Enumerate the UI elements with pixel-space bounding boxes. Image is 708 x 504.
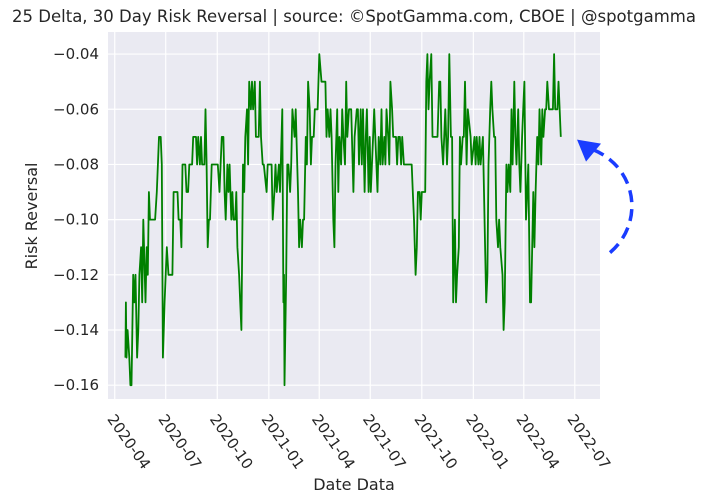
chart-title: 25 Delta, 30 Day Risk Reversal | source:… [12,7,696,26]
annotation-arrow [577,139,634,254]
y-tick-label: −0.14 [53,321,99,339]
series-layer [124,53,562,387]
y-tick-label: −0.08 [53,155,99,173]
grid-lines [108,32,600,399]
y-tick-labels: −0.04 −0.06 −0.08 −0.10 −0.12 −0.14 −0.16 [53,45,99,394]
y-tick-label: −0.16 [53,376,99,394]
x-axis-label: Date Data [313,475,395,494]
y-tick-label: −0.12 [53,266,99,284]
y-axis-label: Risk Reversal [22,163,41,270]
y-tick-label: −0.06 [53,100,99,118]
y-tick-label: −0.04 [53,45,99,63]
series-line [124,53,562,387]
plot-area [108,32,600,399]
y-tick-label: −0.10 [53,211,99,229]
annotation-arrow-shaft [592,147,634,254]
annotation-arrow-head [577,139,602,162]
